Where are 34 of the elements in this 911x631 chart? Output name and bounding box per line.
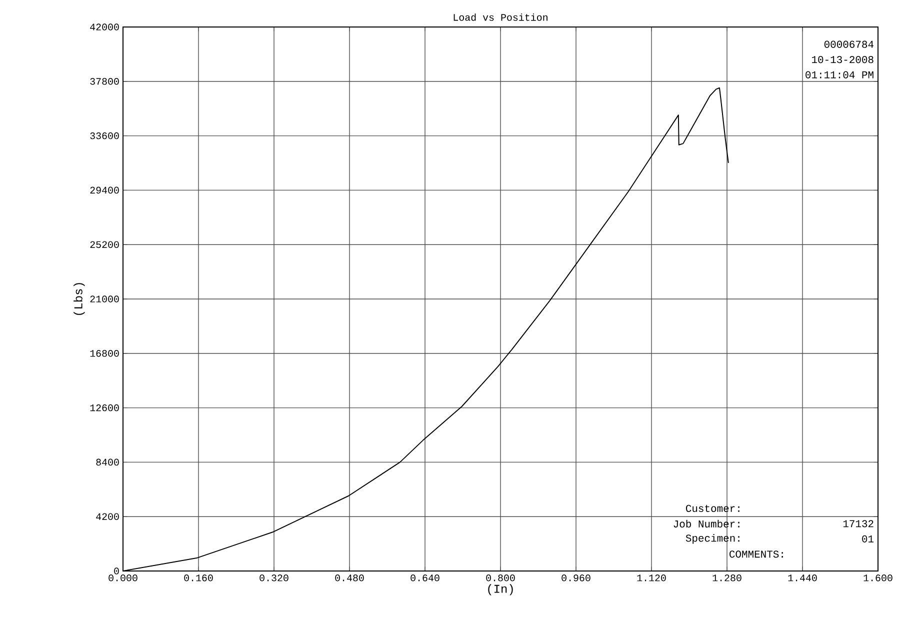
y-tick-label: 16800 <box>90 350 119 357</box>
y-axis-title: (Lbs) <box>74 283 85 315</box>
annotation: 01 <box>862 535 874 542</box>
annotation: 01:11:04 PM <box>806 71 874 78</box>
x-tick-label: 0.480 <box>335 574 364 582</box>
annotation: 10-13-2008 <box>812 56 874 64</box>
y-tick-label: 4200 <box>96 513 119 520</box>
x-axis-title: (In) <box>488 584 513 596</box>
y-tick-label: 21000 <box>90 296 119 302</box>
y-tick-label: 29400 <box>90 186 119 194</box>
x-tick-label: 1.120 <box>637 574 666 582</box>
x-tick-label: 0.960 <box>562 574 590 582</box>
annotation: 00006784 <box>824 40 874 48</box>
x-tick-label: 0.160 <box>184 574 213 582</box>
chart-title: Load vs Position <box>454 13 548 21</box>
x-tick-label: 0.800 <box>486 574 515 582</box>
annotation: Job Number: <box>674 520 740 528</box>
y-tick-label: 33600 <box>90 132 119 140</box>
x-tick-label: 1.600 <box>864 574 892 582</box>
y-tick-label: 8400 <box>96 458 119 466</box>
y-tick-label: 37800 <box>90 78 119 85</box>
x-tick-label: 0.320 <box>260 574 288 582</box>
annotation: Specimen: <box>686 534 740 544</box>
annotation: COMMENTS: <box>730 550 783 558</box>
annotation: 17132 <box>843 520 874 528</box>
y-tick-label: 12600 <box>90 404 119 412</box>
y-tick-label: 42000 <box>90 24 119 30</box>
annotation: Customer: <box>686 504 740 512</box>
y-tick-label: 0 <box>114 568 119 574</box>
x-tick-label: 0.640 <box>410 574 440 582</box>
x-tick-label: 0.000 <box>108 574 138 582</box>
x-tick-label: 1.440 <box>788 574 817 582</box>
x-tick-label: 1.280 <box>712 574 742 582</box>
y-tick-label: 25200 <box>90 241 119 248</box>
